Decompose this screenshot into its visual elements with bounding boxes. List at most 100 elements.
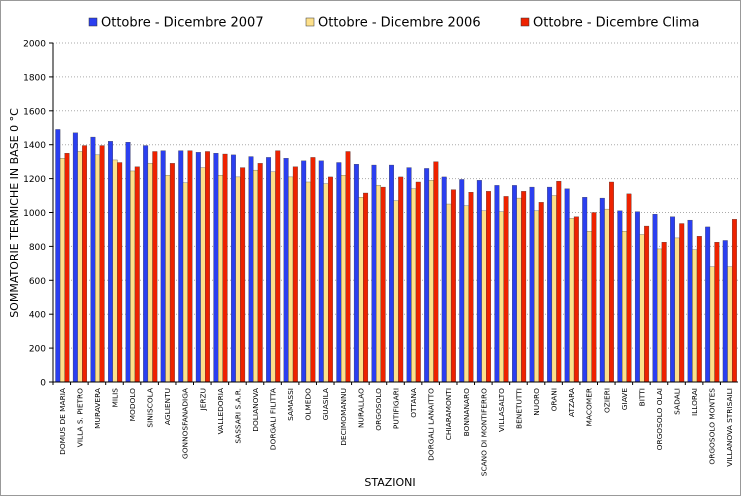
bar — [64, 153, 70, 383]
bar — [266, 157, 272, 383]
x-tick-label: GIAVE — [620, 388, 629, 411]
bar — [345, 151, 351, 383]
x-tick-label: VILLANOVA STRISAILI — [725, 388, 734, 467]
bar — [165, 175, 171, 383]
bar — [169, 163, 175, 383]
bar — [428, 180, 434, 383]
x-tick-label: MODOLO — [128, 388, 137, 422]
bar — [411, 188, 417, 383]
bar — [134, 166, 140, 383]
x-tick-label: DORGALI FILITTA — [269, 388, 278, 450]
bar — [72, 132, 78, 383]
x-tick-label: BITTI — [637, 388, 646, 406]
bar — [512, 185, 517, 383]
bar — [305, 181, 311, 383]
bar — [125, 142, 131, 383]
bar — [112, 159, 118, 383]
bar — [468, 192, 474, 383]
bar — [564, 188, 570, 383]
x-tick-label: VILLA S. PIETRO — [75, 388, 84, 447]
bar — [516, 197, 522, 383]
legend-swatch — [305, 17, 315, 27]
bar — [486, 191, 491, 383]
bar — [353, 164, 359, 383]
bar — [230, 154, 236, 383]
bar — [336, 162, 342, 383]
bar — [494, 185, 500, 383]
bar — [152, 151, 158, 383]
bar — [609, 181, 614, 383]
bar — [586, 230, 592, 383]
bar — [95, 154, 100, 383]
x-tick-label: CHIARAMONTI — [444, 388, 453, 440]
bar — [547, 186, 553, 383]
x-tick-label: ORGOSOLO — [374, 388, 383, 431]
bar — [441, 176, 447, 383]
bar — [604, 208, 610, 383]
bar — [424, 168, 430, 383]
bar — [569, 218, 575, 383]
x-axis-ticks: DOMUS DE MARIA VILLA S. PIETRO MURAVERA MIL… — [52, 382, 734, 476]
x-tick-label: ORANI — [550, 388, 559, 411]
bar — [521, 191, 527, 383]
bar — [705, 226, 711, 383]
bar — [393, 200, 399, 383]
bar — [248, 156, 254, 383]
bar — [446, 203, 452, 383]
x-tick-label: OLMEDO — [304, 388, 313, 421]
bar — [450, 189, 456, 383]
y-tick-label: 1400 — [23, 141, 46, 151]
bar — [722, 240, 728, 383]
bar — [178, 150, 184, 383]
x-axis-label: STAZIONI — [364, 476, 415, 489]
y-axis-label: SOMMATORIE TERMICHE IN BASE 0 °C — [8, 108, 21, 318]
x-tick-label: NUORO — [532, 388, 541, 416]
legend-swatch — [88, 17, 98, 27]
bar — [323, 183, 329, 383]
bar — [652, 214, 658, 383]
x-tick-label: ILLORAI — [690, 388, 699, 416]
y-axis-ticks: 0 200 400 600 800 1000 1200 1400 1600 1800 2000 — [23, 40, 53, 389]
bar — [380, 186, 386, 383]
bar — [218, 175, 223, 383]
bar — [481, 210, 487, 383]
bar — [591, 212, 597, 383]
x-tick-label: GUASILA — [321, 388, 330, 420]
bar — [371, 164, 377, 383]
y-tick-label: 0 — [40, 379, 46, 389]
x-tick-label: SAMASSI — [286, 388, 295, 421]
legend-swatch — [520, 17, 530, 27]
bar — [389, 164, 394, 383]
bar — [301, 160, 307, 383]
bar — [270, 171, 276, 383]
x-tick-label: NURALLAO — [356, 388, 365, 428]
bar — [240, 167, 246, 383]
legend-label: Ottobre - Dicembre Clima — [533, 16, 699, 31]
x-tick-label: ORGOSOLO OLAI — [655, 388, 664, 450]
bar — [573, 216, 579, 383]
bar — [538, 202, 544, 383]
legend-label: Ottobre - Dicembre 2006 — [318, 16, 481, 31]
x-tick-label: SASSARI S.A.R. — [233, 388, 242, 444]
bar — [709, 266, 715, 383]
legend-label: Ottobre - Dicembre 2007 — [101, 16, 264, 31]
bar — [182, 182, 188, 383]
x-tick-label: BONNANARO — [462, 388, 471, 437]
x-tick-label: SINISCOLA — [146, 388, 155, 428]
bar — [731, 219, 737, 383]
bar — [283, 158, 289, 383]
x-tick-label: SADALI — [673, 388, 682, 415]
y-tick-label: 200 — [29, 345, 46, 355]
bar — [200, 167, 206, 383]
x-tick-label: ORGOSOLO MONTES — [708, 388, 717, 465]
bar — [253, 169, 259, 383]
bar — [534, 210, 540, 383]
bar — [529, 186, 535, 383]
x-tick-label: DOMUS DE MARIA — [58, 388, 67, 455]
bar — [160, 150, 166, 383]
bar — [551, 195, 557, 383]
bar — [235, 176, 241, 383]
bar — [599, 197, 605, 383]
bar — [147, 163, 153, 383]
chart-bars — [55, 129, 737, 383]
